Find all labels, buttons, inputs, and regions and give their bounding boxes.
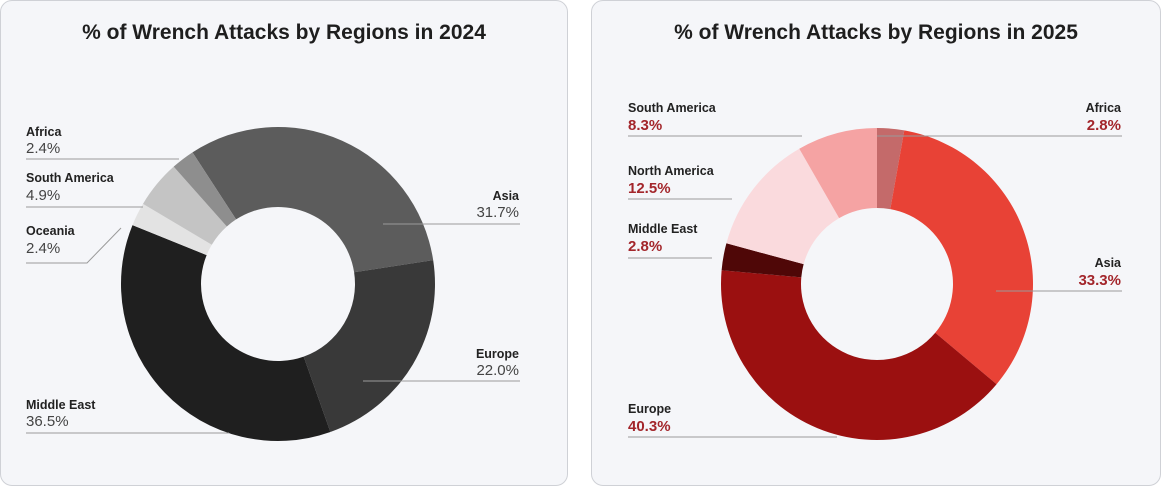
value-north-america: 12.5% (628, 180, 671, 197)
label-oceania: Oceania (26, 224, 75, 238)
label-asia: Asia (1094, 256, 1121, 270)
leader-line-oceania (26, 227, 122, 264)
value-asia: 31.7% (476, 204, 519, 221)
slice-asia (890, 130, 1033, 385)
slice-europe (721, 270, 997, 440)
label-europe: Europe (628, 402, 672, 416)
chart-title: % of Wrench Attacks by Regions in 2024 (82, 21, 486, 44)
value-oceania: 2.4% (26, 240, 61, 257)
slice-south-america (799, 128, 877, 219)
value-africa: 2.8% (1086, 117, 1121, 134)
slice-africa (877, 128, 905, 210)
chart-title: % of Wrench Attacks by Regions in 2025 (674, 21, 1078, 44)
slice-middle-east (721, 243, 804, 278)
label-south-america: South America (628, 101, 716, 115)
label-asia: Asia (492, 189, 519, 203)
value-europe: 22.0% (476, 362, 519, 379)
value-middle-east: 2.8% (628, 238, 663, 255)
label-north-america: North America (628, 164, 714, 178)
value-europe: 40.3% (628, 418, 671, 435)
slice-south-america (142, 166, 227, 245)
label-middle-east: Middle East (26, 398, 96, 412)
label-africa: Africa (1085, 101, 1121, 115)
value-asia: 33.3% (1078, 272, 1121, 289)
slice-middle-east (120, 225, 331, 442)
label-africa: Africa (26, 125, 62, 139)
value-south-america: 4.9% (26, 187, 61, 204)
slice-north-america (726, 148, 840, 265)
label-europe: Europe (475, 347, 519, 361)
label-middle-east: Middle East (628, 222, 698, 236)
slice-africa (173, 152, 237, 227)
chart-panel-2025: % of Wrench Attacks by Regions in 2025 S… (591, 0, 1161, 486)
value-africa: 2.4% (26, 140, 61, 157)
slice-asia (192, 127, 434, 273)
chart-panel-2024: % of Wrench Attacks by Regions in 2024 A… (0, 0, 568, 486)
value-south-america: 8.3% (628, 117, 663, 134)
slice-europe (303, 260, 435, 433)
donut-chart-2025 (628, 128, 1122, 440)
value-middle-east: 36.5% (26, 413, 69, 430)
label-south-america: South America (26, 171, 114, 185)
donut-chart-2024 (26, 127, 520, 442)
slice-oceania (132, 203, 212, 256)
